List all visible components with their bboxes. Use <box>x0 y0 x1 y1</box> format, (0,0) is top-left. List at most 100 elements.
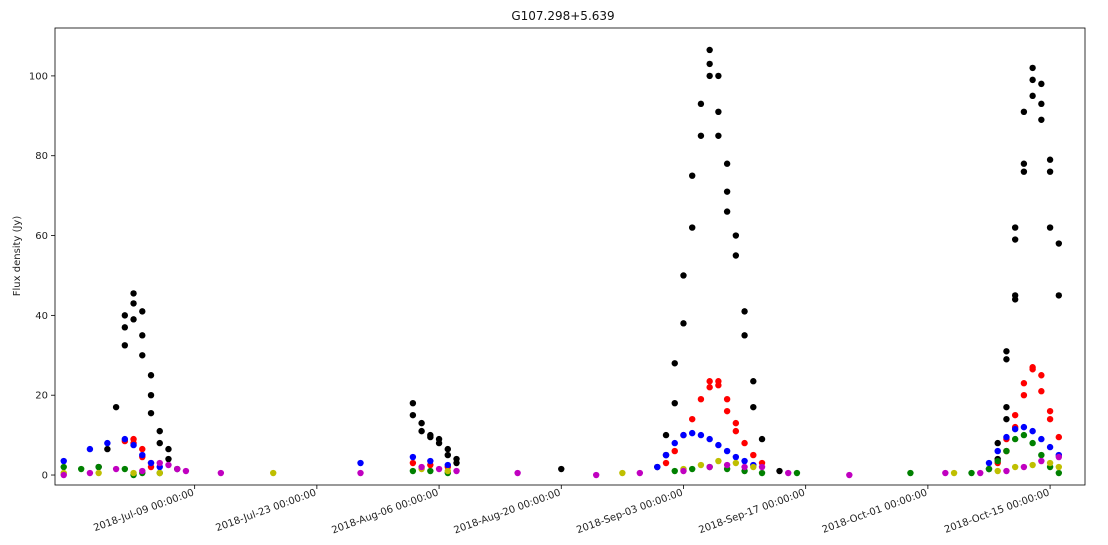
data-point <box>139 332 146 339</box>
x-tick-label: 2018-Sep-03 00:00:00 <box>575 487 684 536</box>
data-point <box>741 308 748 315</box>
data-point <box>985 459 993 467</box>
data-point <box>697 461 705 469</box>
y-tick-label: 40 <box>35 311 48 322</box>
data-point <box>453 467 460 475</box>
data-point <box>1003 348 1010 355</box>
x-axis: 2018-Jul-09 00:00:00 2018-Jul-23 00:00:00… <box>92 485 1051 536</box>
data-point <box>1038 80 1045 88</box>
data-point <box>715 382 722 389</box>
data-point <box>444 461 451 469</box>
data-point <box>139 467 146 475</box>
data-point <box>1055 463 1063 471</box>
data-point <box>139 451 146 459</box>
x-tick-label: 2018-Jul-09 00:00:00 <box>92 487 195 534</box>
data-point <box>418 463 425 471</box>
data-point <box>1055 240 1063 247</box>
x-tick-label: 2018-Sep-17 00:00:00 <box>697 487 806 536</box>
series-1 <box>121 364 1063 471</box>
data-point <box>165 445 172 453</box>
data-point <box>409 411 417 419</box>
data-point <box>619 469 626 477</box>
data-point <box>95 463 102 471</box>
data-point <box>1038 388 1045 395</box>
data-point <box>741 439 748 447</box>
data-point <box>60 471 67 479</box>
data-point <box>723 160 731 167</box>
data-point <box>60 463 67 471</box>
x-tick-label: 2018-Oct-15 00:00:00 <box>943 487 1051 535</box>
data-point <box>156 439 163 447</box>
data-point <box>121 465 129 473</box>
data-point <box>662 431 670 439</box>
data-point <box>1003 467 1010 475</box>
series-0 <box>95 46 1063 475</box>
data-point <box>121 324 129 331</box>
data-point <box>750 463 757 471</box>
data-point <box>741 457 748 465</box>
data-point <box>671 439 678 447</box>
data-point <box>427 467 434 475</box>
data-point <box>662 459 670 467</box>
data-point <box>444 467 451 475</box>
data-point <box>130 290 137 297</box>
data-points <box>60 46 1063 479</box>
data-point <box>1020 431 1028 439</box>
data-point <box>907 469 914 477</box>
data-point <box>715 457 722 465</box>
data-point <box>680 467 687 475</box>
chart-title: G107.298+5.639 <box>511 9 614 23</box>
data-point <box>750 451 757 459</box>
data-point <box>1029 461 1036 469</box>
data-point <box>1011 435 1019 443</box>
data-point <box>130 316 137 323</box>
data-point <box>121 312 129 319</box>
data-point <box>846 471 853 479</box>
data-point <box>1020 108 1028 116</box>
data-point <box>1038 457 1045 465</box>
data-point <box>1020 423 1028 431</box>
data-point <box>1038 116 1045 123</box>
x-tick-label: 2018-Oct-01 00:00:00 <box>821 487 929 535</box>
data-point <box>758 435 766 443</box>
data-point <box>165 461 172 469</box>
x-tick-label: 2018-Aug-20 00:00:00 <box>453 487 563 536</box>
data-point <box>1055 453 1063 461</box>
data-point <box>994 467 1001 475</box>
data-point <box>723 407 731 415</box>
data-point <box>1003 433 1010 441</box>
series-5 <box>60 453 1063 479</box>
data-point <box>453 459 460 467</box>
data-point <box>86 469 94 477</box>
data-point <box>793 469 801 477</box>
data-point <box>409 399 417 407</box>
data-point <box>715 72 722 80</box>
data-point <box>732 419 740 427</box>
data-point <box>1003 415 1010 423</box>
data-point <box>732 427 740 435</box>
data-point <box>121 435 129 443</box>
data-point <box>130 441 137 449</box>
data-point <box>409 467 417 475</box>
data-point <box>357 469 364 477</box>
data-point <box>715 132 722 139</box>
data-point <box>750 403 757 411</box>
data-point <box>697 431 705 439</box>
data-point <box>723 447 731 455</box>
data-point <box>104 439 111 447</box>
data-point <box>994 447 1001 455</box>
data-point <box>1020 380 1028 387</box>
data-point <box>1038 100 1045 108</box>
data-point <box>514 469 521 477</box>
data-point <box>671 447 678 455</box>
data-point <box>689 465 696 473</box>
data-point <box>147 372 155 379</box>
data-point <box>1038 451 1045 459</box>
data-point <box>1029 427 1036 435</box>
data-point <box>357 459 364 467</box>
data-point <box>1046 459 1054 467</box>
data-point <box>86 445 94 453</box>
data-point <box>435 465 443 473</box>
y-axis-label: Flux density (Jy) <box>12 216 23 297</box>
